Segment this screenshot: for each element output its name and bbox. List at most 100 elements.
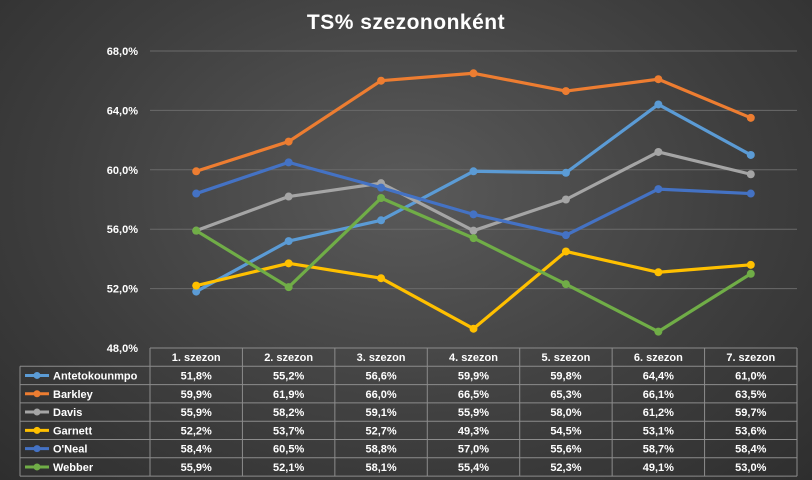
data-point	[561, 87, 570, 96]
data-point	[561, 168, 570, 177]
legend-key-marker	[33, 390, 41, 398]
legend-key-marker	[33, 463, 41, 471]
data-label: 58,1%	[365, 462, 396, 474]
data-point	[561, 247, 570, 256]
series-name: Garnett	[53, 425, 92, 437]
data-label: 53,7%	[273, 425, 304, 437]
legend-key-marker	[33, 426, 41, 434]
data-label: 57,0%	[458, 444, 489, 456]
data-label: 58,7%	[643, 444, 674, 456]
data-label: 64,4%	[643, 370, 674, 382]
data-point	[377, 194, 386, 203]
data-point	[192, 281, 201, 290]
y-tick-label: 56,0%	[107, 224, 138, 236]
data-point	[654, 100, 663, 109]
data-label: 56,6%	[365, 370, 396, 382]
data-label: 52,1%	[273, 462, 304, 474]
data-label: 58,2%	[273, 407, 304, 419]
data-label: 61,2%	[643, 407, 674, 419]
data-label: 58,8%	[365, 444, 396, 456]
data-label: 54,5%	[550, 425, 581, 437]
y-tick-label: 48,0%	[107, 343, 138, 355]
category-label: 7. szezon	[726, 352, 775, 364]
category-label: 1. szezon	[172, 352, 221, 364]
data-label: 55,9%	[181, 407, 212, 419]
category-label: 6. szezon	[634, 352, 683, 364]
data-label: 61,9%	[273, 389, 304, 401]
series-name: Davis	[53, 407, 82, 419]
series-line	[194, 71, 753, 173]
data-point	[469, 69, 478, 78]
data-label: 55,4%	[458, 462, 489, 474]
data-label: 59,1%	[365, 407, 396, 419]
data-label: 58,4%	[181, 444, 212, 456]
data-point	[746, 260, 755, 269]
data-label: 59,8%	[550, 370, 581, 382]
data-label: 55,9%	[181, 462, 212, 474]
data-point	[746, 170, 755, 179]
series-name: Barkley	[53, 389, 94, 401]
data-label: 59,9%	[181, 389, 212, 401]
category-label: 4. szezon	[449, 352, 498, 364]
data-point	[654, 147, 663, 156]
data-label: 59,9%	[458, 370, 489, 382]
data-label: 66,5%	[458, 389, 489, 401]
data-point	[192, 287, 201, 296]
data-label: 58,4%	[735, 444, 766, 456]
data-point	[377, 274, 386, 283]
data-table: 1. szezon 2. szezon 3. szezon 4. szezon 5. s…	[19, 347, 798, 477]
legend-key-marker	[33, 445, 41, 453]
series-lines	[192, 69, 755, 336]
data-label: 58,0%	[550, 407, 581, 419]
data-point	[284, 137, 293, 146]
series-line	[194, 249, 753, 331]
y-tick-label: 68,0%	[107, 46, 138, 58]
y-tick-label: 52,0%	[107, 284, 138, 296]
data-label: 52,7%	[365, 425, 396, 437]
data-label: 61,0%	[735, 370, 766, 382]
category-label: 3. szezon	[357, 352, 406, 364]
data-point	[469, 234, 478, 243]
legend-key-marker	[33, 371, 41, 379]
y-tick-label: 60,0%	[107, 165, 138, 177]
series-antetokounmpo	[192, 100, 755, 296]
data-point	[654, 185, 663, 194]
data-label: 51,8%	[181, 370, 212, 382]
data-point	[469, 167, 478, 176]
series-davis	[192, 147, 755, 235]
data-label: 53,1%	[643, 425, 674, 437]
data-point	[284, 158, 293, 167]
data-label: 52,2%	[181, 425, 212, 437]
data-label: 60,5%	[273, 444, 304, 456]
data-label: 59,7%	[735, 407, 766, 419]
data-point	[561, 231, 570, 240]
chart-title: TS% szezononként	[307, 11, 505, 34]
data-point	[561, 280, 570, 289]
series-name: O'Neal	[53, 444, 87, 456]
y-axis-ticks: 48,0% 52,0% 56,0% 60,0% 64,0% 68,0%	[107, 46, 138, 355]
series-name: Antetokounmpo	[53, 370, 138, 382]
data-label: 53,0%	[735, 462, 766, 474]
legend-key-marker	[33, 408, 41, 416]
data-label: 53,6%	[735, 425, 766, 437]
data-label: 66,0%	[365, 389, 396, 401]
y-tick-label: 64,0%	[107, 105, 138, 117]
data-point	[192, 189, 201, 198]
data-point	[746, 269, 755, 278]
data-point	[654, 268, 663, 277]
data-point	[746, 150, 755, 159]
data-label: 55,9%	[458, 407, 489, 419]
data-point	[192, 167, 201, 176]
data-label: 55,6%	[550, 444, 581, 456]
data-point	[654, 75, 663, 84]
data-label: 52,3%	[550, 462, 581, 474]
data-label: 49,3%	[458, 425, 489, 437]
data-point	[746, 113, 755, 122]
data-point	[284, 283, 293, 292]
data-point	[469, 324, 478, 333]
data-point	[284, 237, 293, 246]
data-point	[192, 226, 201, 235]
data-label: 55,2%	[273, 370, 304, 382]
data-point	[469, 226, 478, 235]
